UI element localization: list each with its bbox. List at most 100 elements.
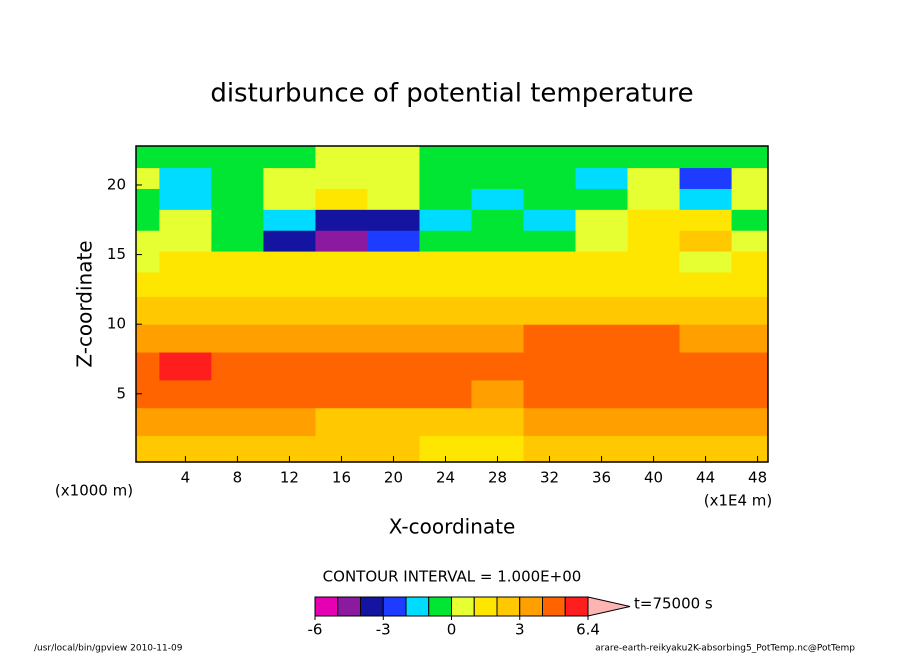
contour-cell: [136, 251, 160, 273]
contour-cell: [211, 251, 264, 273]
contour-cell: [419, 188, 473, 210]
contour-cell: [159, 230, 212, 252]
contour-cell: [627, 251, 681, 273]
contour-cell: [731, 296, 769, 325]
contour-cell: [315, 407, 368, 437]
contour-cell: [315, 271, 368, 297]
contour-cell: [263, 352, 316, 381]
colorbar-box: [428, 596, 452, 617]
contour-cell: [523, 251, 577, 273]
plot-frame: [135, 145, 769, 463]
contour-cell: [211, 352, 264, 381]
contour-cell: [159, 324, 212, 353]
contour-cell: [679, 379, 733, 409]
contour-cell: [731, 435, 769, 463]
contour-cell: [471, 271, 525, 297]
contour-cell: [679, 296, 733, 325]
contour-cell: [471, 251, 525, 273]
x-tick-label: 4: [181, 469, 191, 487]
contour-cell: [136, 379, 160, 409]
contour-cell: [367, 146, 420, 169]
contour-cell: [211, 230, 264, 252]
contour-cell: [211, 407, 264, 437]
colorbar-box: [314, 596, 339, 617]
x-tick-label: 40: [644, 469, 663, 487]
x-unit-label: (x1E4 m): [704, 492, 773, 510]
y-tick-label: 20: [107, 175, 126, 193]
contour-cell: [263, 271, 316, 297]
time-label: t=75000 s: [634, 595, 713, 613]
contour-cell: [263, 167, 316, 189]
contour-cell: [523, 146, 577, 169]
contour-cell: [471, 352, 525, 381]
contour-cell: [575, 407, 629, 437]
contour-cell: [471, 188, 525, 210]
y-axis-label: Z-coordinate: [73, 240, 97, 367]
contour-cell: [315, 167, 368, 189]
contour-cell: [679, 271, 733, 297]
contour-cell: [731, 407, 769, 437]
contour-cell: [575, 188, 629, 210]
contour-cell: [471, 146, 525, 169]
contour-cell: [136, 324, 160, 353]
contour-cell: [136, 296, 160, 325]
x-tick-label: 16: [332, 469, 351, 487]
contour-cell: [263, 209, 316, 231]
contour-cell: [523, 296, 577, 325]
contour-cell: [575, 230, 629, 252]
contour-cell: [523, 230, 577, 252]
contour-cell: [367, 271, 420, 297]
x-tick-label: 32: [540, 469, 559, 487]
contour-cell: [731, 251, 769, 273]
contour-cell: [367, 251, 420, 273]
contour-cell: [523, 188, 577, 210]
contour-cell: [315, 230, 368, 252]
contour-cell: [159, 352, 212, 381]
contour-cell: [575, 352, 629, 381]
x-tick-label: 48: [748, 469, 767, 487]
contour-cell: [159, 379, 212, 409]
colorbar-box: [473, 596, 498, 617]
y-tick-label: 15: [107, 245, 126, 263]
contour-cell: [211, 167, 264, 189]
contour-cell: [263, 188, 316, 210]
contour-cell: [471, 379, 525, 409]
contour-cell: [731, 146, 769, 169]
contour-cell: [679, 324, 733, 353]
contour-cell: [627, 230, 681, 252]
contour-cell: [136, 435, 160, 463]
contour-cell: [263, 146, 316, 169]
contour-cell: [211, 296, 264, 325]
footer-left: /usr/local/bin/gpview 2010-11-09: [34, 644, 183, 654]
contour-cell: [627, 296, 681, 325]
contour-cell: [419, 324, 473, 353]
contour-cell: [679, 167, 733, 189]
contour-cell: [367, 379, 420, 409]
contour-cell: [471, 407, 525, 437]
contour-cell: [136, 352, 160, 381]
contour-cell: [523, 167, 577, 189]
contour-cell: [419, 230, 473, 252]
contour-interval: CONTOUR INTERVAL = 1.000E+00: [323, 568, 582, 586]
contour-cell: [419, 251, 473, 273]
contour-cell: [315, 251, 368, 273]
contour-cell: [575, 379, 629, 409]
y-tick-label: 10: [107, 315, 126, 333]
contour-cell: [471, 230, 525, 252]
contour-cell: [367, 230, 420, 252]
colorbar-box: [496, 596, 521, 617]
contour-cell: [523, 407, 577, 437]
contour-cell: [471, 296, 525, 325]
contour-cell: [419, 209, 473, 231]
contour-cell: [679, 230, 733, 252]
contour-cell: [367, 324, 420, 353]
contour-cell: [575, 324, 629, 353]
colorbar-box: [337, 596, 361, 617]
contour-cell: [679, 209, 733, 231]
contour-cell: [136, 146, 160, 169]
colorbar-tick-label: 6.4: [576, 621, 600, 639]
contour-cell: [627, 146, 681, 169]
contour-cell: [627, 352, 681, 381]
contour-cell: [159, 188, 212, 210]
colorbar-box: [382, 596, 407, 617]
